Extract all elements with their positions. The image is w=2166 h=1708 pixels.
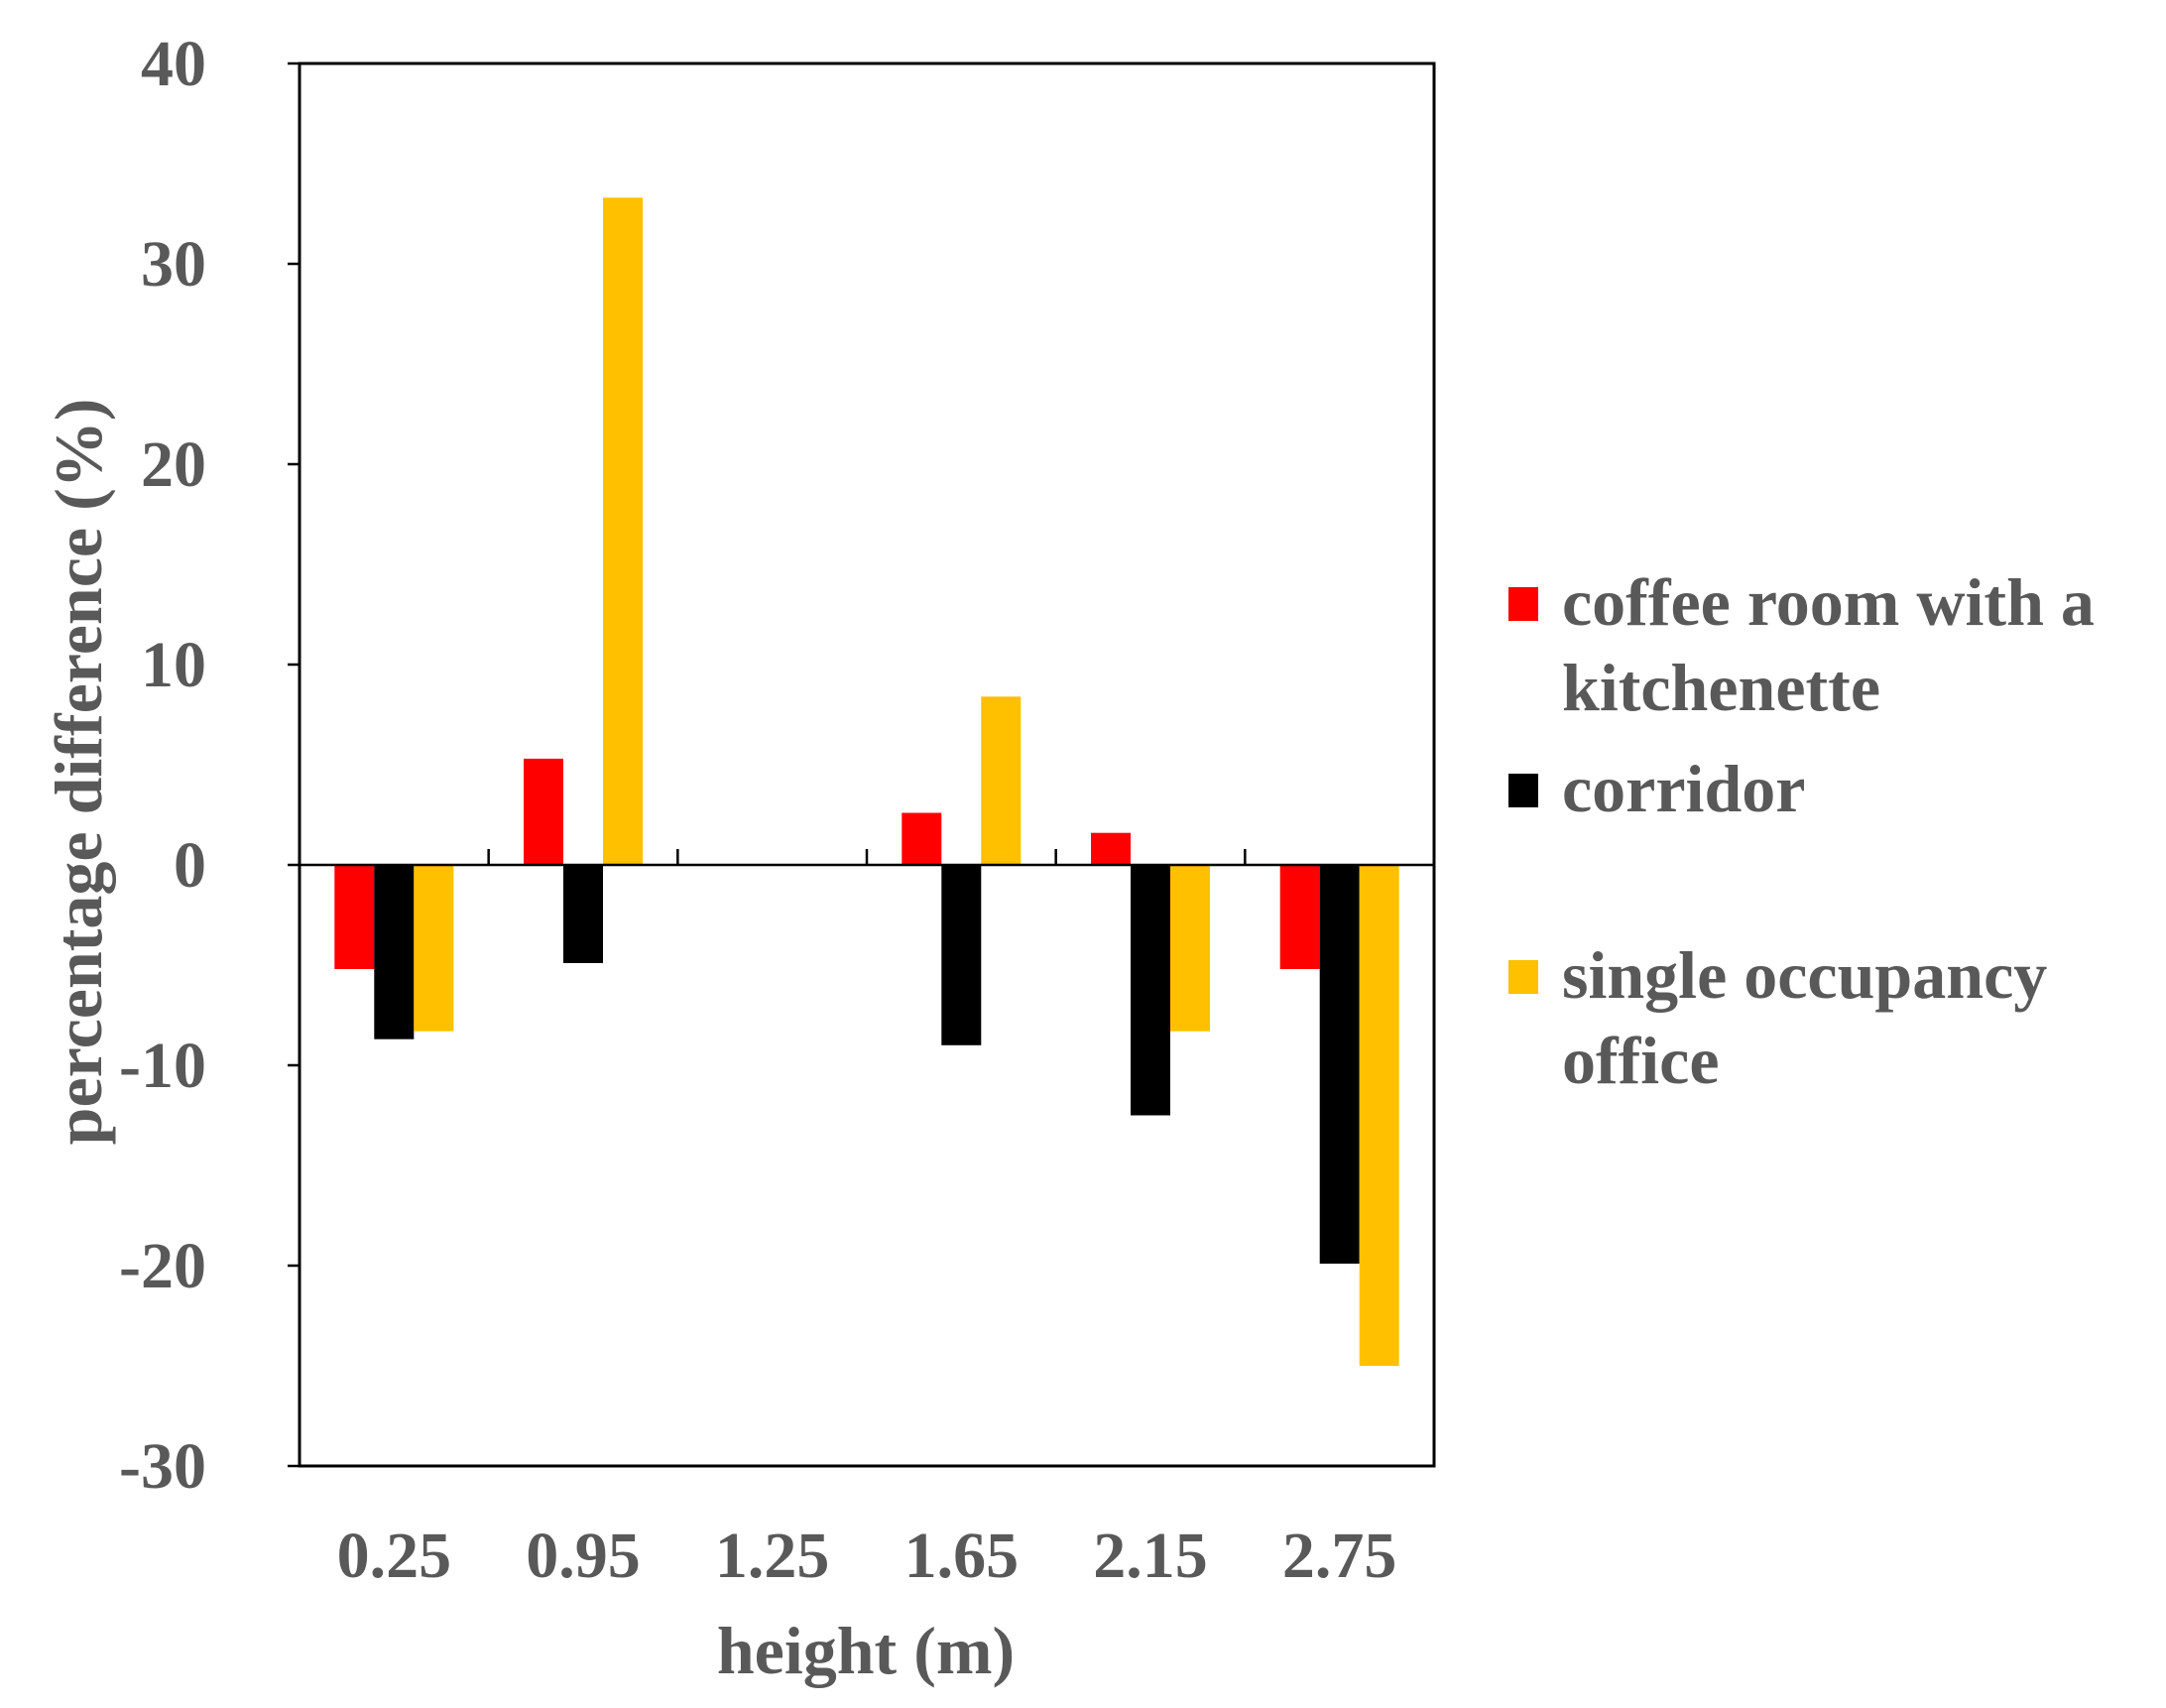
bar-1-2.15: [1091, 832, 1131, 865]
legend-swatch: [1508, 960, 1538, 994]
bar-2-1.65: [941, 865, 982, 1045]
plot-area: [298, 61, 1436, 1468]
bar-1-0.95: [524, 758, 563, 865]
legend-label: office: [1562, 1023, 1720, 1098]
bar-3-0.25: [414, 865, 454, 1032]
bar-2-0.95: [563, 865, 603, 963]
bar-1-0.25: [334, 865, 375, 969]
x-tick-label: 0.25: [337, 1520, 452, 1592]
x-tick-label: 1.65: [904, 1520, 1020, 1592]
legend-label: corridor: [1562, 751, 1805, 826]
y-tick-label: -10: [119, 1030, 206, 1102]
legend-swatch: [1508, 587, 1538, 621]
bar-1-1.65: [902, 812, 942, 865]
x-tick-label: 2.75: [1282, 1520, 1397, 1592]
legend-item-1: coffee room with a kitchenette: [1508, 564, 2095, 725]
y-tick-label: 20: [141, 428, 206, 501]
legend-label: kitchenette: [1562, 650, 1880, 725]
x-axis-title: height (m): [717, 1613, 1015, 1688]
x-tick-label: 0.95: [526, 1520, 641, 1592]
x-axis: 0.25 0.95 1.25 1.65 2.15 2.75: [337, 1520, 1397, 1592]
legend-label: coffee room with a: [1562, 564, 2095, 640]
y-tick-label: 40: [141, 28, 206, 100]
legend: coffee room with a kitchenette corridor sin…: [1508, 564, 2095, 1098]
bar-3-2.75: [1359, 865, 1399, 1366]
y-axis-title: percentage difference (%): [41, 399, 116, 1146]
y-tick-label: 30: [141, 228, 206, 301]
bar-3-2.15: [1170, 865, 1210, 1032]
legend-label: single occupancy: [1562, 937, 2047, 1013]
bar-2-0.25: [374, 865, 415, 1039]
y-axis: 40 30 20 10 0 -10 -20 -30: [119, 28, 300, 1503]
bar-3-0.95: [603, 197, 643, 866]
bar-2-2.75: [1319, 865, 1360, 1264]
plot-frame: [298, 61, 1436, 1468]
y-tick-label: -20: [119, 1230, 206, 1302]
legend-item-3: single occupancy office: [1508, 937, 2047, 1098]
legend-swatch: [1508, 774, 1538, 807]
x-tick-label: 2.15: [1093, 1520, 1208, 1592]
bar-1-2.75: [1279, 865, 1320, 969]
bar-2-2.15: [1131, 865, 1170, 1116]
x-tick-label: 1.25: [715, 1520, 830, 1592]
y-tick-label: 10: [141, 629, 206, 701]
legend-item-2: corridor: [1508, 751, 1805, 826]
y-tick-label: 0: [174, 829, 206, 902]
bar-3-1.65: [981, 696, 1022, 865]
y-tick-label: -30: [119, 1430, 206, 1503]
